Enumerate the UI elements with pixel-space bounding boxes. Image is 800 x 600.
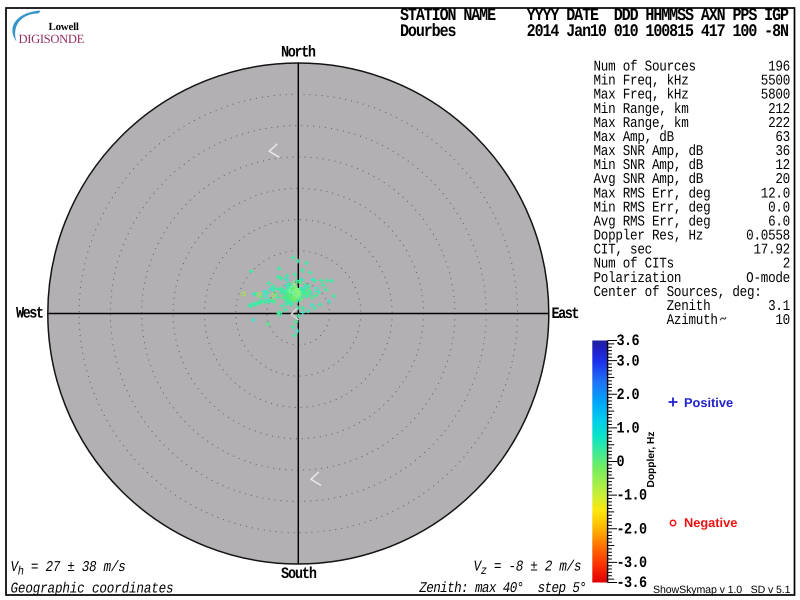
- svg-text:Positive: Positive: [684, 395, 733, 410]
- svg-text:Negative: Negative: [684, 515, 737, 530]
- svg-text:12.0: 12.0: [761, 186, 790, 203]
- svg-text:Max Amp, dB: Max Amp, dB: [594, 129, 675, 146]
- svg-text:-3.6: -3.6: [617, 575, 648, 593]
- svg-text:DIGISONDE: DIGISONDE: [19, 32, 85, 46]
- svg-text:3.0: 3.0: [617, 354, 640, 372]
- svg-text:Avg SNR Amp, dB: Avg SNR Amp, dB: [594, 171, 704, 188]
- svg-text:Azimuth: Azimuth: [594, 312, 718, 329]
- svg-text:6.0: 6.0: [768, 214, 790, 231]
- svg-text:Zenith: Zenith: [594, 298, 711, 315]
- svg-text:O-mode: O-mode: [746, 270, 790, 287]
- svg-text:Num of CITs: Num of CITs: [594, 256, 674, 273]
- svg-text:3.1: 3.1: [768, 298, 790, 315]
- svg-text:5500: 5500: [761, 73, 790, 90]
- svg-text:-1.0: -1.0: [617, 488, 648, 506]
- svg-text:West: West: [16, 306, 44, 324]
- svg-text:Zenith: max 40° step 5°: Zenith: max 40° step 5°: [418, 580, 586, 597]
- svg-text:1.0: 1.0: [617, 421, 640, 439]
- svg-text:196: 196: [768, 59, 790, 76]
- svg-text:Avg RMS Err, deg: Avg RMS Err, deg: [594, 214, 711, 231]
- svg-text:South: South: [281, 566, 317, 584]
- svg-text:2.0: 2.0: [617, 387, 640, 405]
- svg-text:0.0: 0.0: [768, 200, 790, 217]
- svg-text:ShowSkymap v 1.0 SD v 5.1: ShowSkymap v 1.0 SD v 5.1: [653, 584, 791, 596]
- svg-text:Lowell: Lowell: [49, 21, 79, 33]
- svg-text:Min Freq, kHz: Min Freq, kHz: [594, 73, 689, 90]
- svg-text:North: North: [281, 45, 316, 63]
- svg-text:222: 222: [768, 115, 790, 132]
- svg-text:Vz = -8 ± 2 m/s: Vz = -8 ± 2 m/s: [474, 558, 582, 579]
- svg-text:East: East: [552, 306, 580, 324]
- svg-text:63: 63: [775, 129, 790, 146]
- svg-text:Doppler, Hz: Doppler, Hz: [646, 431, 657, 487]
- svg-text:17.92: 17.92: [753, 242, 790, 259]
- svg-text:0.0558: 0.0558: [746, 228, 790, 245]
- svg-text:Center of Sources, deg:: Center of Sources, deg:: [594, 284, 762, 301]
- svg-text:20: 20: [775, 171, 790, 188]
- svg-text:Dourbes 2014 Jan10 010: Dourbes 2014 Jan10 010 100815 417 100 -8…: [400, 22, 789, 42]
- svg-text:STATION NAME YYYY DATE DDD: STATION NAME YYYY DATE DDD HHMMSS AXN PP…: [400, 6, 789, 26]
- svg-text:Geographic coordinates: Geographic coordinates: [11, 581, 174, 598]
- svg-text:Min SNR Amp, dB: Min SNR Amp, dB: [594, 157, 704, 174]
- svg-text:Max RMS Err, deg: Max RMS Err, deg: [594, 186, 711, 203]
- svg-text:Polarization: Polarization: [594, 270, 682, 287]
- svg-text:Vh = 27 ± 38 m/s: Vh = 27 ± 38 m/s: [11, 558, 126, 579]
- svg-text:36: 36: [775, 143, 790, 160]
- svg-text:3.6: 3.6: [617, 333, 640, 351]
- svg-text:0: 0: [617, 454, 625, 472]
- svg-text:-3.0: -3.0: [617, 555, 648, 573]
- svg-text:Doppler Res, Hz: Doppler Res, Hz: [594, 228, 704, 245]
- svg-text:-2.0: -2.0: [617, 522, 648, 540]
- svg-text:Max Freq, kHz: Max Freq, kHz: [594, 87, 689, 104]
- svg-text:CIT, sec: CIT, sec: [594, 242, 652, 259]
- svg-text:5800: 5800: [761, 87, 790, 104]
- svg-text:10: 10: [775, 312, 790, 329]
- svg-text:2: 2: [783, 256, 790, 273]
- svg-text:Max Range, km: Max Range, km: [594, 115, 689, 132]
- svg-text:Num of Sources: Num of Sources: [594, 59, 696, 76]
- svg-text:12: 12: [775, 157, 790, 174]
- svg-text:Min RMS Err, deg: Min RMS Err, deg: [594, 200, 711, 217]
- svg-text:Min Range, km: Min Range, km: [594, 101, 689, 118]
- svg-text:Max SNR Amp, dB: Max SNR Amp, dB: [594, 143, 704, 160]
- svg-text:212: 212: [768, 101, 790, 118]
